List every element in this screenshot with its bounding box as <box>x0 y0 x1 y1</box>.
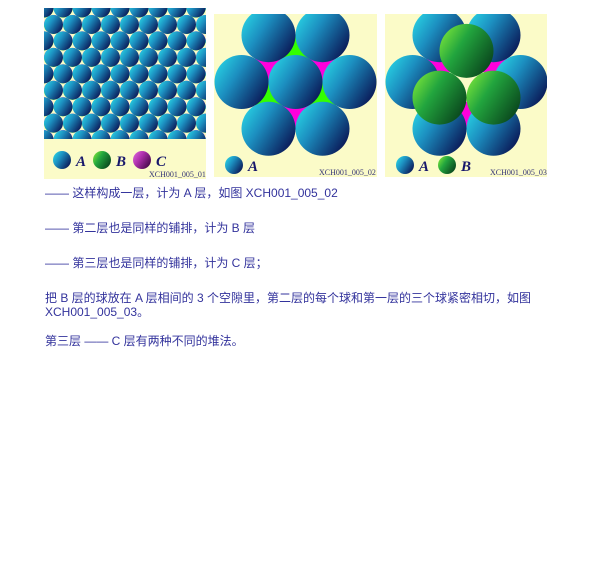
svg-text:XCH001_005_01: XCH001_005_01 <box>149 170 206 179</box>
svg-text:XCH001_005_02: XCH001_005_02 <box>319 168 376 177</box>
svg-text:A: A <box>418 159 429 175</box>
svg-text:B: B <box>115 154 126 170</box>
svg-text:A: A <box>247 159 258 175</box>
svg-text:C: C <box>156 154 167 170</box>
svg-text:B: B <box>460 159 471 175</box>
svg-text:A: A <box>75 154 86 170</box>
svg-text:XCH001_005_03: XCH001_005_03 <box>490 168 547 177</box>
